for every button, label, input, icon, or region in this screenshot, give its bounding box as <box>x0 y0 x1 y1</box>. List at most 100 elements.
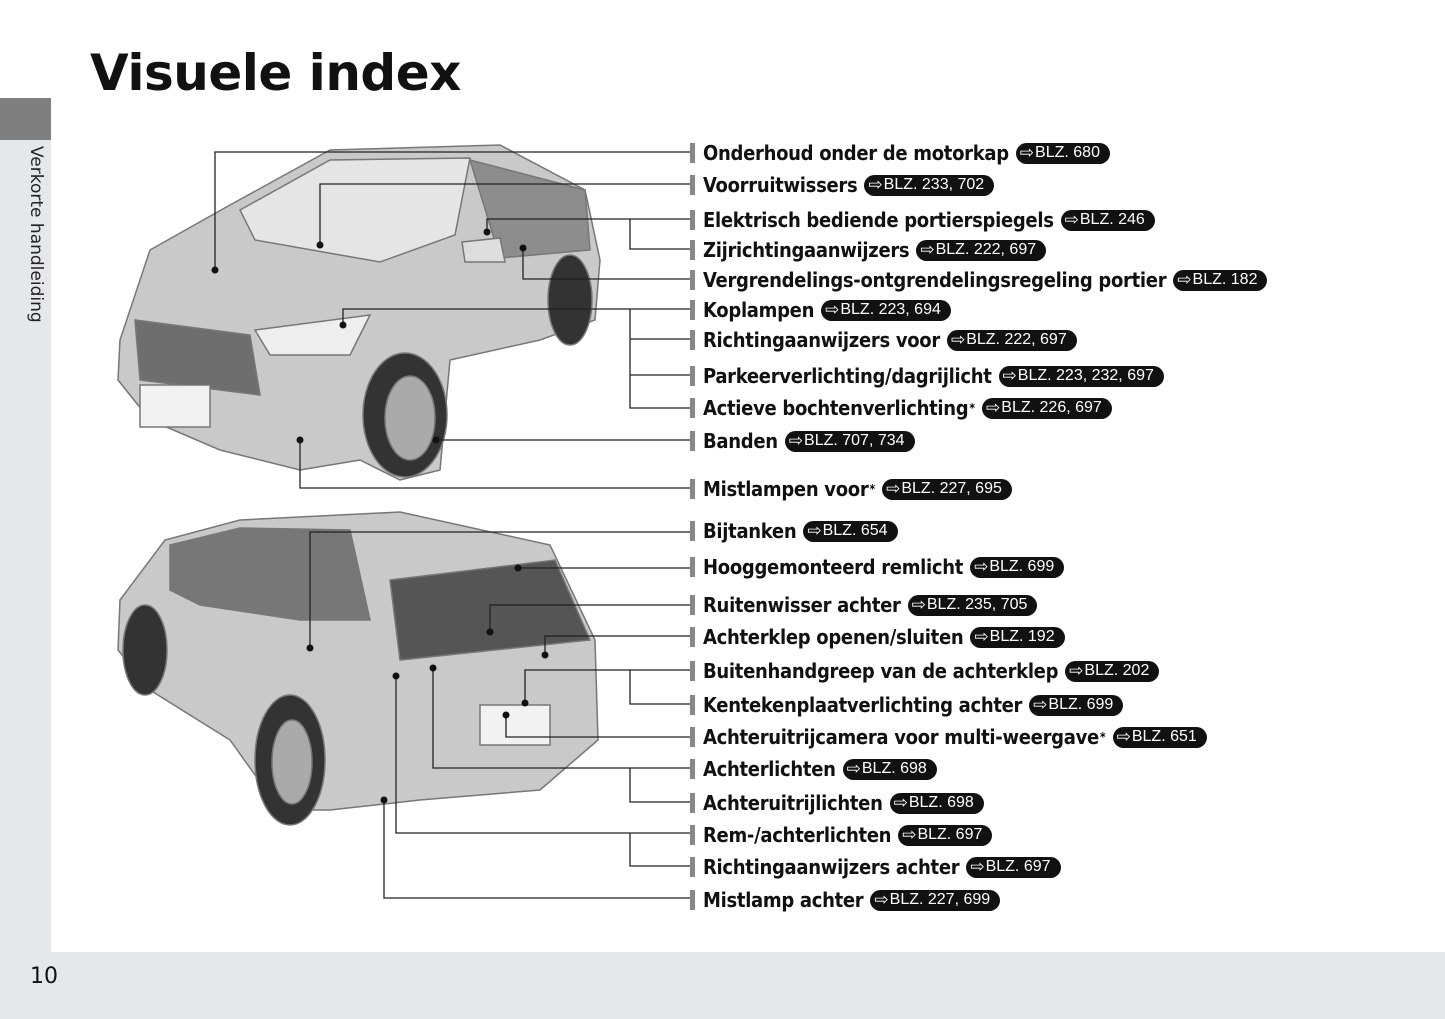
page-ref-link[interactable]: ⇨ BLZ. 680 <box>1015 142 1110 164</box>
page-ref-text: BLZ. 223, 694 <box>840 301 941 318</box>
index-item: Achteruitrijlichten ⇨ BLZ. 698 <box>690 790 984 816</box>
arrow-right-icon: ⇨ <box>874 890 889 909</box>
page-ref-link[interactable]: ⇨ BLZ. 223, 694 <box>821 299 951 321</box>
item-marker <box>690 627 695 647</box>
arrow-right-icon: ⇨ <box>1177 270 1192 289</box>
arrow-right-icon: ⇨ <box>1069 661 1084 680</box>
item-marker <box>690 857 695 877</box>
index-item: Achterklep openen/sluiten ⇨ BLZ. 192 <box>690 624 1065 650</box>
item-label: Ruitenwisser achter <box>703 593 901 617</box>
page-ref-link[interactable]: ⇨ BLZ. 698 <box>842 758 937 780</box>
page-ref-text: BLZ. 227, 699 <box>889 891 991 908</box>
item-label: Richtingaanwijzers voor <box>703 328 940 352</box>
item-label: Zijrichtingaanwijzers <box>703 238 910 262</box>
arrow-right-icon: ⇨ <box>974 627 989 646</box>
index-item: Banden ⇨ BLZ. 707, 734 <box>690 428 915 454</box>
index-item: Kentekenplaatverlichting achter ⇨ BLZ. 699 <box>690 692 1124 718</box>
page-ref-link[interactable]: ⇨ BLZ. 222, 697 <box>946 329 1077 351</box>
page-ref-text: BLZ. 222, 697 <box>935 241 1037 258</box>
item-marker <box>690 210 695 230</box>
item-label: Onderhoud onder de motorkap <box>703 141 1009 165</box>
page-ref-link[interactable]: ⇨ BLZ. 698 <box>889 792 984 814</box>
item-label: Achteruitrijcamera voor multi-weergave <box>703 725 1099 749</box>
page-ref-link[interactable]: ⇨ BLZ. 233, 702 <box>864 174 995 196</box>
index-item: Mistlamp achter ⇨ BLZ. 227, 699 <box>690 887 1001 913</box>
page-ref-link[interactable]: ⇨ BLZ. 699 <box>1029 694 1124 716</box>
page-title: Visuele index <box>90 44 461 102</box>
arrow-right-icon: ⇨ <box>825 300 840 319</box>
index-item: Zijrichtingaanwijzers ⇨ BLZ. 222, 697 <box>690 237 1047 263</box>
page-ref-text: BLZ. 707, 734 <box>804 432 905 449</box>
page-ref-link[interactable]: ⇨ BLZ. 182 <box>1173 269 1268 291</box>
arrow-right-icon: ⇨ <box>911 595 926 614</box>
arrow-right-icon: ⇨ <box>846 759 861 778</box>
item-marker <box>690 143 695 163</box>
item-label: Rem-/achterlichten <box>703 823 892 847</box>
page-ref-text: BLZ. 227, 695 <box>901 480 1002 497</box>
page-ref-link[interactable]: ⇨ BLZ. 235, 705 <box>907 594 1038 616</box>
arrow-right-icon: ⇨ <box>974 557 989 576</box>
item-label: Koplampen <box>703 298 815 322</box>
rear-car-image <box>117 511 599 826</box>
front-car-image <box>117 144 601 481</box>
index-item: Voorruitwissers ⇨ BLZ. 233, 702 <box>690 172 995 198</box>
item-label: Achterklep openen/sluiten <box>703 625 964 649</box>
page-ref-text: BLZ. 699 <box>989 558 1055 575</box>
footer-band <box>0 952 1445 1019</box>
index-item: Achteruitrijcamera voor multi-weergave * ⇨… <box>690 724 1207 750</box>
page-ref-text: BLZ. 192 <box>989 628 1055 645</box>
index-item: Ruitenwisser achter ⇨ BLZ. 235, 705 <box>690 592 1038 618</box>
section-tab-label: Verkorte handleiding <box>26 146 46 323</box>
page-ref-text: BLZ. 697 <box>985 858 1051 875</box>
page-ref-link[interactable]: ⇨ BLZ. 651 <box>1112 726 1207 748</box>
page-ref-text: BLZ. 699 <box>1048 696 1114 713</box>
item-marker <box>690 398 695 418</box>
item-label: Vergrendelings-ontgrendelingsregeling po… <box>703 268 1167 292</box>
optional-marker: * <box>869 482 876 496</box>
page-ref-link[interactable]: ⇨ BLZ. 707, 734 <box>784 430 915 452</box>
optional-marker: * <box>969 401 976 415</box>
arrow-right-icon: ⇨ <box>1002 366 1017 385</box>
page-ref-text: BLZ. 680 <box>1035 144 1100 161</box>
page-ref-link[interactable]: ⇨ BLZ. 654 <box>803 520 898 542</box>
item-marker <box>690 727 695 747</box>
page-ref-text: BLZ. 654 <box>822 522 888 539</box>
optional-marker: * <box>1099 730 1106 744</box>
page-ref-link[interactable]: ⇨ BLZ. 227, 699 <box>870 889 1001 911</box>
item-marker <box>690 759 695 779</box>
index-item: Bijtanken ⇨ BLZ. 654 <box>690 518 898 544</box>
side-strip <box>0 98 51 952</box>
page-ref-link[interactable]: ⇨ BLZ. 246 <box>1060 209 1155 231</box>
page-ref-link[interactable]: ⇨ BLZ. 226, 697 <box>982 397 1112 419</box>
leader-lines <box>214 151 690 899</box>
index-item: Koplampen ⇨ BLZ. 223, 694 <box>690 297 951 323</box>
index-item: Achterlichten ⇨ BLZ. 698 <box>690 756 937 782</box>
item-label: Voorruitwissers <box>703 173 858 197</box>
page-ref-link[interactable]: ⇨ BLZ. 192 <box>970 626 1065 648</box>
index-item: Buitenhandgreep van de achterklep ⇨ BLZ. 2… <box>690 658 1160 684</box>
page-ref-text: BLZ. 246 <box>1079 211 1145 228</box>
item-marker <box>690 240 695 260</box>
item-label: Elektrisch bediende portierspiegels <box>703 208 1054 232</box>
page-ref-text: BLZ. 651 <box>1131 728 1197 745</box>
arrow-right-icon: ⇨ <box>1033 695 1048 714</box>
index-item: Elektrisch bediende portierspiegels ⇨ BLZ.… <box>690 207 1155 233</box>
page-ref-link[interactable]: ⇨ BLZ. 227, 695 <box>882 478 1012 500</box>
item-marker <box>690 521 695 541</box>
page-ref-link[interactable]: ⇨ BLZ. 223, 232, 697 <box>998 365 1164 387</box>
item-marker <box>690 330 695 350</box>
item-label: Kentekenplaatverlichting achter <box>703 693 1023 717</box>
page-ref-link[interactable]: ⇨ BLZ. 697 <box>966 856 1061 878</box>
item-marker <box>690 479 695 499</box>
arrow-right-icon: ⇨ <box>920 240 935 259</box>
page-ref-link[interactable]: ⇨ BLZ. 202 <box>1065 660 1160 682</box>
index-item: Richtingaanwijzers achter ⇨ BLZ. 697 <box>690 854 1061 880</box>
item-label: Achteruitrijlichten <box>703 791 883 815</box>
page-ref-link[interactable]: ⇨ BLZ. 699 <box>970 556 1065 578</box>
page-ref-link[interactable]: ⇨ BLZ. 222, 697 <box>916 239 1047 261</box>
page-ref-text: BLZ. 202 <box>1084 662 1150 679</box>
page-ref-link[interactable]: ⇨ BLZ. 697 <box>898 824 993 846</box>
page-ref-text: BLZ. 698 <box>861 760 927 777</box>
leader-dots <box>211 228 549 804</box>
